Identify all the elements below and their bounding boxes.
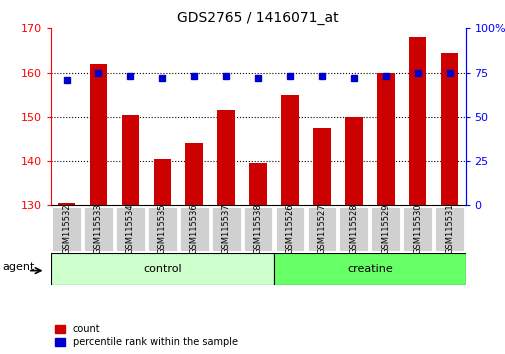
Bar: [313, 128, 330, 205]
Bar: [274, 253, 465, 285]
Bar: [147, 207, 176, 251]
Bar: [434, 207, 463, 251]
Text: GSM115531: GSM115531: [444, 203, 453, 253]
Bar: [58, 203, 75, 205]
Bar: [408, 37, 426, 205]
Text: GSM115536: GSM115536: [189, 203, 198, 253]
Bar: [52, 207, 81, 251]
Legend: count, percentile rank within the sample: count, percentile rank within the sample: [56, 325, 237, 347]
Text: GSM115530: GSM115530: [412, 203, 421, 253]
Text: GSM115533: GSM115533: [94, 203, 103, 253]
Bar: [185, 143, 203, 205]
Bar: [371, 207, 399, 251]
Bar: [84, 207, 113, 251]
Bar: [121, 115, 139, 205]
Bar: [179, 207, 208, 251]
Bar: [212, 207, 240, 251]
Text: GSM115534: GSM115534: [126, 203, 135, 253]
Text: GSM115532: GSM115532: [62, 203, 71, 253]
Bar: [339, 207, 368, 251]
Text: control: control: [143, 264, 181, 274]
Text: GSM115528: GSM115528: [348, 203, 358, 253]
Bar: [153, 159, 171, 205]
Bar: [307, 207, 336, 251]
Bar: [243, 207, 272, 251]
Bar: [440, 53, 458, 205]
Bar: [376, 73, 394, 205]
Bar: [116, 207, 144, 251]
Text: GSM115535: GSM115535: [158, 203, 167, 253]
Text: GSM115527: GSM115527: [317, 203, 326, 253]
Bar: [50, 253, 274, 285]
Bar: [402, 207, 431, 251]
Bar: [89, 64, 107, 205]
Text: agent: agent: [3, 262, 35, 273]
Bar: [281, 95, 298, 205]
Title: GDS2765 / 1416071_at: GDS2765 / 1416071_at: [177, 11, 338, 24]
Bar: [217, 110, 234, 205]
Text: GSM115529: GSM115529: [380, 203, 389, 253]
Text: creatine: creatine: [346, 264, 392, 274]
Bar: [249, 163, 266, 205]
Text: GSM115526: GSM115526: [285, 203, 294, 253]
Bar: [344, 117, 362, 205]
Text: GSM115537: GSM115537: [221, 203, 230, 253]
Text: GSM115538: GSM115538: [253, 203, 262, 253]
Bar: [275, 207, 304, 251]
